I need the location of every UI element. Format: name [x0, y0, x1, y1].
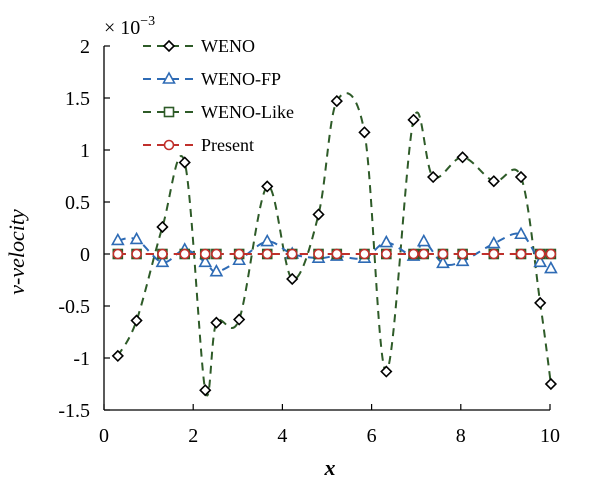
data-point — [261, 248, 273, 260]
data-point — [261, 180, 274, 193]
data-point — [533, 254, 548, 268]
data-point — [544, 260, 558, 274]
data-point — [457, 248, 468, 260]
data-point — [260, 233, 275, 247]
data-point — [111, 349, 124, 363]
series-present — [112, 248, 557, 260]
data-point — [381, 248, 392, 260]
series-line — [116, 92, 552, 397]
legend: WENO WENO-FP WENO-Like Present — [143, 36, 294, 155]
data-point — [155, 254, 170, 268]
data-point — [427, 170, 440, 184]
x-tick-label: 2 — [188, 425, 198, 447]
x-tick-label: 8 — [456, 425, 466, 447]
data-point — [407, 113, 420, 126]
y-tick-label: 1 — [80, 140, 90, 162]
data-point — [514, 226, 528, 240]
data-point — [211, 248, 222, 260]
x-ticks: 0 2 4 6 8 10 — [99, 404, 560, 447]
x-tick-label: 4 — [277, 425, 287, 447]
y-multiplier: × 10−3 — [104, 14, 155, 39]
legend-item: WENO — [143, 36, 255, 56]
data-point — [534, 248, 546, 260]
x-tick-label: 10 — [540, 425, 560, 447]
data-point — [331, 248, 343, 260]
legend-item: WENO-Like — [143, 102, 294, 122]
y-multiplier-base: × 10 — [104, 17, 140, 39]
data-point — [418, 248, 430, 260]
y-multiplier-exponent: −3 — [140, 14, 155, 29]
data-point — [199, 248, 211, 260]
data-point — [312, 208, 325, 221]
plot-series — [110, 92, 558, 397]
data-point — [380, 365, 393, 378]
x-axis-title: x — [324, 455, 336, 480]
y-tick-label: 2 — [80, 36, 90, 58]
y-axis-title-text: v-velocity — [4, 209, 29, 295]
data-point — [129, 231, 144, 245]
x-tick-label: 6 — [367, 425, 377, 447]
y-tick-label: 1.5 — [65, 88, 90, 110]
axes: 0 2 4 6 8 10 -1.5 -1 -0.5 0 0.5 1 1.5 2 — [58, 36, 560, 447]
data-point — [330, 94, 343, 108]
data-point — [130, 314, 143, 327]
data-point — [544, 377, 558, 391]
data-point — [545, 248, 557, 260]
data-point — [199, 384, 212, 397]
legend-label: WENO-FP — [201, 69, 281, 89]
data-point — [486, 235, 501, 249]
data-point — [487, 175, 500, 188]
data-point — [157, 248, 168, 260]
data-point — [534, 296, 547, 310]
data-point — [112, 248, 124, 260]
data-point — [286, 248, 298, 260]
legend-label: Present — [201, 135, 254, 155]
data-point — [313, 248, 324, 260]
data-point — [437, 248, 449, 260]
data-point — [286, 272, 299, 286]
data-point — [131, 248, 142, 260]
data-point — [359, 248, 370, 260]
data-point — [455, 253, 470, 267]
y-tick-label: 0 — [80, 244, 90, 266]
legend-marker — [162, 39, 176, 53]
data-point — [514, 170, 528, 184]
y-tick-label: -0.5 — [58, 296, 90, 318]
data-point — [416, 233, 431, 247]
y-tick-label: 0.5 — [65, 192, 90, 214]
data-point — [210, 316, 223, 329]
y-axis-title: v-velocity — [4, 209, 29, 295]
data-point — [198, 254, 213, 268]
data-point — [178, 156, 191, 169]
series-weno — [111, 92, 558, 397]
data-point — [179, 248, 191, 260]
legend-label: WENO — [201, 36, 255, 56]
data-point — [233, 248, 245, 260]
data-point — [456, 151, 469, 164]
data-point — [110, 232, 125, 246]
data-point — [358, 126, 371, 139]
y-tick-label: -1 — [73, 348, 90, 370]
legend-marker — [163, 106, 175, 118]
legend-label: WENO-Like — [201, 102, 294, 122]
data-point — [488, 248, 500, 260]
data-point — [233, 313, 246, 326]
legend-marker — [163, 139, 175, 151]
legend-item: Present — [143, 135, 254, 155]
data-point — [156, 220, 169, 234]
legend-marker — [162, 71, 176, 84]
y-ticks: -1.5 -1 -0.5 0 0.5 1 1.5 2 — [58, 36, 110, 422]
data-point — [515, 248, 527, 260]
data-point — [408, 248, 419, 260]
x-tick-label: 0 — [99, 425, 109, 447]
y-tick-label: -1.5 — [58, 400, 90, 422]
legend-item: WENO-FP — [143, 69, 281, 89]
data-point — [436, 255, 450, 269]
data-point — [379, 234, 394, 248]
data-point — [209, 264, 224, 277]
